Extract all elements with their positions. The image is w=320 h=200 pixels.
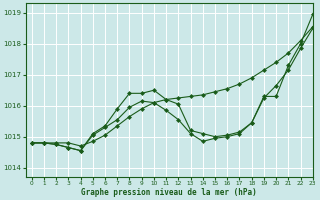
X-axis label: Graphe pression niveau de la mer (hPa): Graphe pression niveau de la mer (hPa) xyxy=(81,188,257,197)
